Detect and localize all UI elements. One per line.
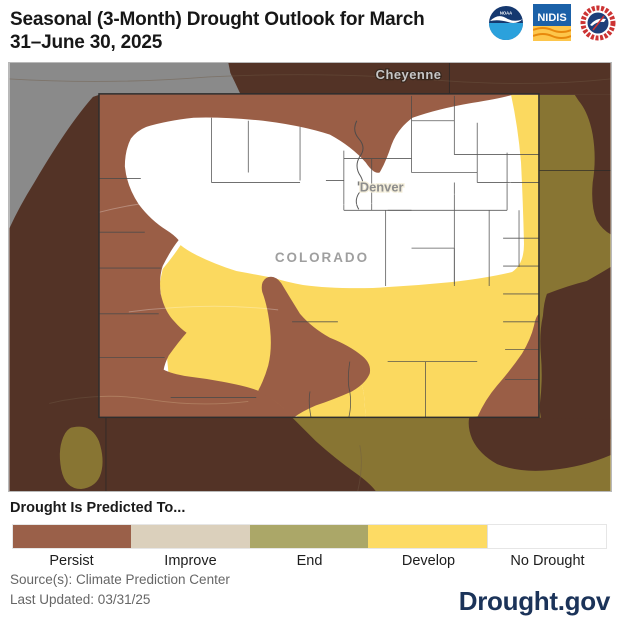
legend-labels: Persist Improve End Develop No Drought [12, 553, 607, 569]
state-label-colorado: COLORADO [275, 250, 369, 265]
legend-label-no-drought: No Drought [510, 553, 585, 569]
nws-logo [580, 5, 616, 40]
nidis-logo: NIDIS [533, 4, 571, 41]
legend-label-develop: Develop [401, 553, 456, 569]
logo-group: NOAA NIDIS [488, 4, 616, 41]
map-labels: Cheyenne Denver COLORADO [274, 66, 443, 267]
drought-gov-brand: Drought.gov [458, 586, 611, 616]
city-label-cheyenne: Cheyenne [376, 67, 442, 82]
noaa-logo-text: NOAA [500, 10, 512, 15]
legend-swatch-end [249, 525, 369, 548]
road-lines [9, 74, 611, 491]
page-title: Seasonal (3-Month) Drought Outlook for M… [10, 8, 480, 54]
denver-marker [357, 181, 362, 186]
legend-label-end: End [296, 553, 323, 569]
legend-label-persist: Persist [49, 553, 94, 569]
legend-swatch-develop [368, 525, 487, 548]
page-title-line2: 31–June 30, 2025 [10, 32, 163, 53]
drought-outlook-map: Cheyenne Denver COLORADO [8, 62, 612, 492]
legend-swatch-persist [13, 525, 132, 548]
city-label-denver: Denver [360, 179, 404, 194]
source-text: Source(s): Climate Prediction Center [10, 572, 230, 587]
page-title-line1: Seasonal (3-Month) Drought Outlook for M… [10, 9, 425, 30]
noaa-logo: NOAA [489, 5, 523, 40]
last-updated-text: Last Updated: 03/31/25 [10, 592, 151, 607]
outside-state-mask [9, 63, 611, 491]
legend-swatch-no-drought [486, 525, 607, 548]
header: Seasonal (3-Month) Drought Outlook for M… [10, 8, 610, 54]
persist-regions [9, 63, 611, 491]
colorado-border [98, 93, 540, 419]
legend-swatch-improve [131, 525, 250, 548]
develop-blob-southwest [59, 426, 103, 490]
legend-title: Drought Is Predicted To... [10, 500, 186, 516]
legend-label-improve: Improve [164, 553, 217, 569]
map-canvas: Cheyenne Denver COLORADO [9, 63, 611, 491]
legend-swatch-bar [12, 524, 607, 549]
nidis-logo-text: NIDIS [537, 12, 566, 24]
county-lines [98, 63, 611, 491]
